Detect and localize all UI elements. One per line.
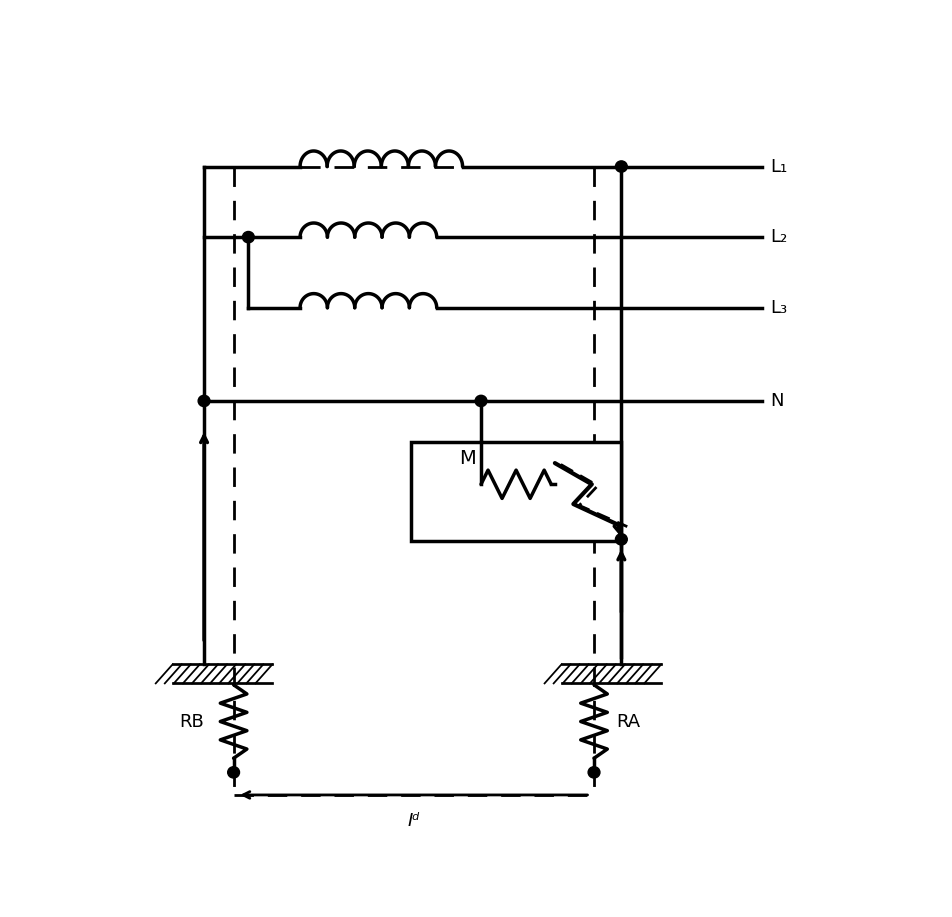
Circle shape [242,231,254,243]
Circle shape [228,767,239,778]
Text: L₁: L₁ [770,158,787,175]
Text: RB: RB [179,713,204,731]
Text: M: M [459,449,475,468]
Circle shape [615,160,626,172]
Text: N: N [770,392,783,410]
Text: L₂: L₂ [770,228,787,246]
Circle shape [615,534,626,545]
Circle shape [475,395,486,406]
Circle shape [587,767,600,778]
Text: L₃: L₃ [770,299,787,316]
Text: RA: RA [616,713,640,731]
Circle shape [198,395,209,406]
Bar [410,442,621,541]
Text: Iᵈ: Iᵈ [407,812,420,830]
